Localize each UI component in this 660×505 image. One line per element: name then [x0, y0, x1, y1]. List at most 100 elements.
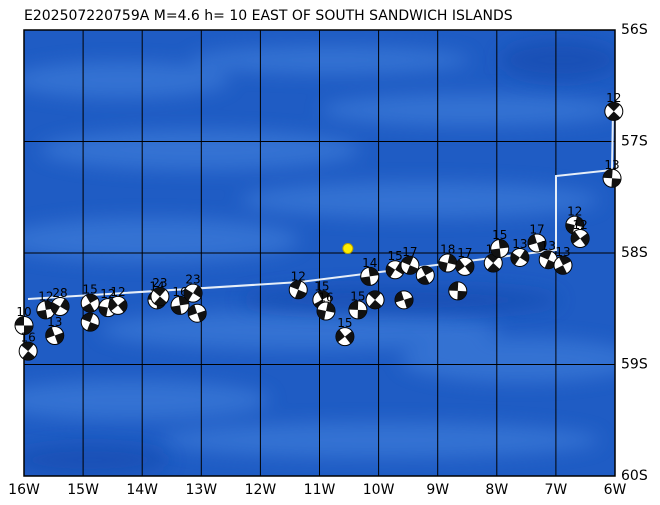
depth-label: 12 [572, 218, 587, 232]
beachball-quadrant [188, 304, 198, 317]
beachball-quadrant [171, 305, 182, 315]
beachball-quadrant [464, 260, 474, 274]
beachball-quadrant [438, 261, 448, 272]
beachball-quadrant [22, 351, 36, 361]
map-title: E202507220759A M=4.6 h= 10 EAST OF SOUTH… [24, 8, 513, 24]
focal-mechanism [510, 247, 530, 267]
depth-label: 13 [512, 237, 527, 251]
beachball-quadrant [580, 233, 590, 246]
beachball-quadrant [357, 309, 367, 319]
beachball-quadrant [607, 111, 621, 121]
focal-mechanism [18, 341, 38, 361]
beachball-quadrant [448, 281, 459, 291]
beachball-quadrant [417, 275, 430, 285]
beachball-quadrant [368, 290, 382, 300]
beachball-quadrant [565, 223, 575, 234]
beachball-quadrant [369, 299, 382, 309]
depth-label: 13 [541, 239, 556, 253]
beachball-quadrant [87, 322, 99, 332]
beachball-quadrant [544, 259, 557, 269]
beachball-quadrant [317, 290, 330, 300]
focal-mechanism [385, 260, 405, 280]
focal-mechanism [570, 229, 590, 249]
beachball-quadrant [117, 299, 127, 313]
depth-label: 13 [604, 158, 619, 172]
beachball-quadrant [457, 290, 467, 300]
focal-mechanism [455, 256, 475, 276]
x-tick-label: 16W [8, 482, 40, 498]
x-tick-label: 6W [604, 482, 627, 498]
y-tick-label: 58S [621, 245, 648, 261]
beachball-quadrant [611, 178, 622, 188]
focal-mechanism [335, 327, 355, 347]
beachball-quadrant [348, 300, 359, 310]
y-tick-label: 57S [621, 134, 648, 150]
beachball-quadrant [558, 256, 572, 266]
depth-label: 15 [83, 283, 98, 297]
depth-label: 16 [20, 331, 35, 345]
x-tick-label: 13W [185, 482, 217, 498]
focal-mechanism [108, 295, 128, 315]
depth-label: 15 [314, 279, 329, 293]
beachball-quadrant [498, 239, 509, 249]
depth-label: 15 [350, 289, 365, 303]
beachball-quadrant [455, 259, 465, 272]
x-tick-label: 15W [67, 482, 99, 498]
beachball-quadrant [98, 305, 108, 317]
depth-label: 12 [291, 269, 306, 283]
beachball-quadrant [15, 316, 24, 326]
depth-label: 18 [440, 243, 455, 257]
focal-mechanism [527, 233, 547, 253]
focal-mechanism [365, 290, 385, 310]
depth-label: 12 [567, 205, 582, 219]
beachball-quadrant [406, 265, 419, 275]
beachball-quadrant [108, 298, 118, 312]
depth-label: 15 [492, 228, 507, 242]
beachball-quadrant [60, 298, 70, 312]
depth-label: 14 [362, 256, 377, 270]
beachball-quadrant [51, 301, 61, 315]
focal-mechanism [438, 253, 458, 273]
epicenter [342, 243, 354, 255]
beachball-quadrant [395, 291, 405, 303]
focal-mechanism [50, 297, 70, 317]
focal-mechanism [538, 250, 558, 270]
focal-mechanism [80, 293, 100, 313]
focal-mechanism [288, 280, 308, 300]
beachball-quadrant [574, 216, 584, 228]
y-tick-label: 56S [621, 22, 648, 38]
beachball-quadrant [317, 309, 327, 320]
focal-mechanism [45, 326, 65, 346]
focal-mechanism [80, 312, 100, 332]
beachball-quadrant [360, 276, 371, 286]
beachball-quadrant [386, 264, 396, 278]
beachball-quadrant [197, 310, 207, 322]
beachball-quadrant [421, 266, 434, 276]
beachball-quadrant [193, 285, 203, 298]
beachball-quadrant [153, 287, 166, 297]
focal-mechanism [448, 281, 468, 301]
beachball-quadrant [184, 288, 194, 301]
x-tick-label: 8W [485, 482, 508, 498]
depth-label: 12 [110, 285, 125, 299]
y-tick-label: 59S [621, 357, 648, 373]
beachball-quadrant [490, 248, 501, 258]
focal-mechanism [360, 266, 380, 286]
beachball-quadrant [81, 313, 94, 323]
beachball-quadrant [45, 327, 55, 339]
x-tick-label: 7W [545, 482, 568, 498]
focal-mechanism [183, 283, 203, 303]
depth-label: 23 [185, 273, 200, 287]
depth-label: 12 [606, 91, 621, 105]
depth-label: 28 [52, 286, 67, 300]
beachball-quadrant [54, 332, 64, 344]
focal-mechanism [604, 101, 624, 121]
beachball-quadrant [289, 280, 302, 290]
focal-mechanism [14, 315, 34, 335]
beachball-quadrant [344, 331, 354, 344]
focal-mechanism [400, 255, 420, 275]
depth-label: 10 [16, 305, 31, 319]
beachball-quadrant [554, 265, 568, 275]
depth-label: 17 [402, 245, 417, 259]
beachball-quadrant [335, 329, 345, 343]
